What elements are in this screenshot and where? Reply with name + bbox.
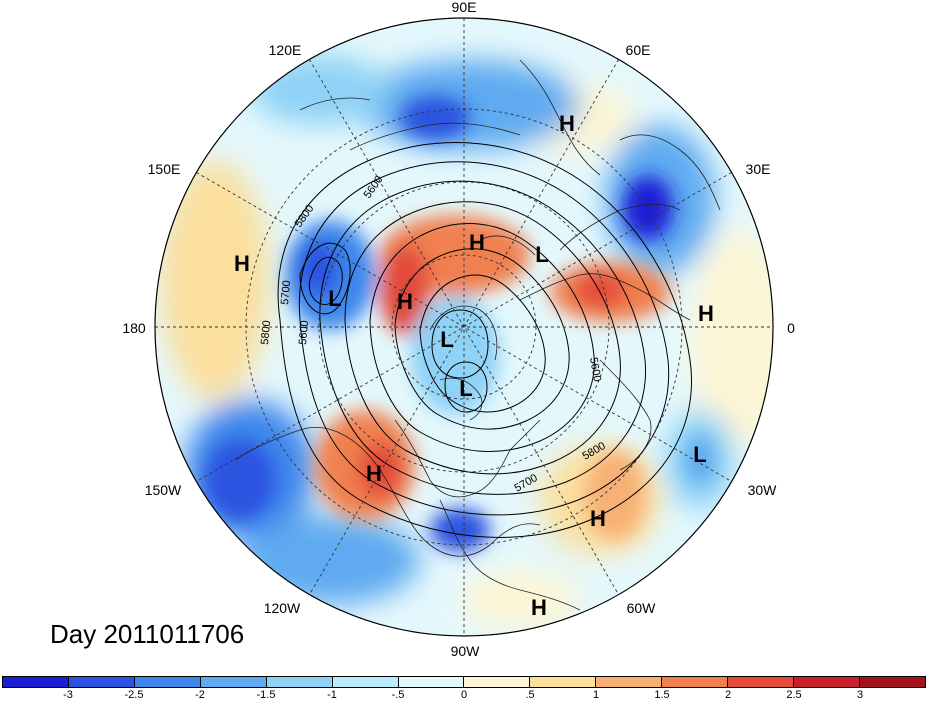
height-contours: [277, 142, 692, 538]
colorbar-segment: [134, 677, 201, 687]
lon-label: 0: [787, 320, 795, 336]
colorbar-segment: [200, 677, 267, 687]
pressure-center-label: L: [328, 286, 341, 311]
lon-label: 150E: [148, 161, 181, 177]
pressure-center-label: H: [397, 289, 413, 314]
pressure-center-label: H: [590, 506, 606, 531]
colorbar-tick-label: 0: [460, 689, 468, 701]
lon-label: 120W: [264, 600, 301, 616]
pressure-center-label: H: [559, 111, 575, 136]
pressure-center-label: L: [693, 442, 706, 467]
colorbar-segment: [3, 677, 69, 687]
globe-outline: [154, 17, 774, 637]
colorbar-ticks: -3 -2.5 -2 -1.5 -1 -.5 0 .5 1 1.5 2 2.5 3: [2, 689, 926, 702]
longitude-labels: 90E 60E 30E 0 30W 60W 90W 120W 150W 180 …: [122, 0, 795, 659]
colorbar-tick-label: 2.5: [786, 689, 802, 701]
colorbar-segment: [464, 677, 531, 687]
pressure-center-label: H: [531, 595, 547, 620]
anomaly-field: [155, 18, 773, 636]
graticule: [155, 18, 773, 636]
colorbar-tick-label: -1: [327, 689, 337, 701]
lon-label: 150W: [145, 482, 182, 498]
lon-label: 30W: [748, 482, 778, 498]
pressure-center-label: H: [469, 230, 485, 255]
lon-label: 180: [122, 320, 146, 336]
pressure-center-label: H: [366, 461, 382, 486]
colorbar-segment: [68, 677, 135, 687]
colorbar: [2, 676, 926, 688]
colorbar-segment: [859, 677, 925, 687]
colorbar-tick-label: -3: [63, 689, 73, 701]
pressure-center-label: H: [698, 301, 714, 326]
colorbar-segment: [332, 677, 399, 687]
pressure-center-label: L: [535, 242, 548, 267]
contour-label: 5600: [297, 320, 311, 345]
colorbar-tick-label: -1.5: [256, 689, 276, 701]
lon-label: 60E: [626, 42, 651, 58]
contour-label: 5800: [259, 320, 273, 345]
date-label: Day 2011011706: [50, 619, 245, 649]
lon-label: 60W: [627, 600, 657, 616]
colorbar-tick-label: -2: [195, 689, 205, 701]
colorbar-tick-label: 3: [856, 689, 864, 701]
contour-label: 5600: [587, 356, 603, 382]
colorbar-segment: [662, 677, 729, 687]
colorbar-segment: [794, 677, 860, 687]
pressure-centers: H H H L L H H L L H L H H: [234, 111, 714, 620]
pressure-center-label: H: [234, 251, 250, 276]
colorbar-tick-label: 2: [724, 689, 732, 701]
lon-label: 120E: [269, 42, 302, 58]
colorbar-tick-label: 1.5: [654, 689, 670, 701]
colorbar-segment: [596, 677, 663, 687]
lon-label: 30E: [746, 161, 771, 177]
colorbar-tick-label: .5: [525, 689, 535, 701]
colorbar-segment: [530, 677, 597, 687]
colorbar-segment: [728, 677, 795, 687]
pressure-center-label: L: [459, 376, 472, 401]
contour-label: 5700: [279, 280, 293, 305]
colorbar-tick-label: -.5: [391, 689, 405, 701]
lon-label: 90E: [452, 0, 477, 15]
coastlines: [234, 59, 721, 611]
lon-label: 90W: [451, 643, 481, 659]
colorbar-segment: [398, 677, 465, 687]
colorbar-tick-label: 1: [592, 689, 600, 701]
polar-map: 90E 60E 30E 0 30W 60W 90W 120W 150W 180 …: [122, 0, 795, 659]
colorbar-segment: [266, 677, 333, 687]
pressure-center-label: L: [440, 327, 453, 352]
colorbar-tick-label: -2.5: [124, 689, 144, 701]
